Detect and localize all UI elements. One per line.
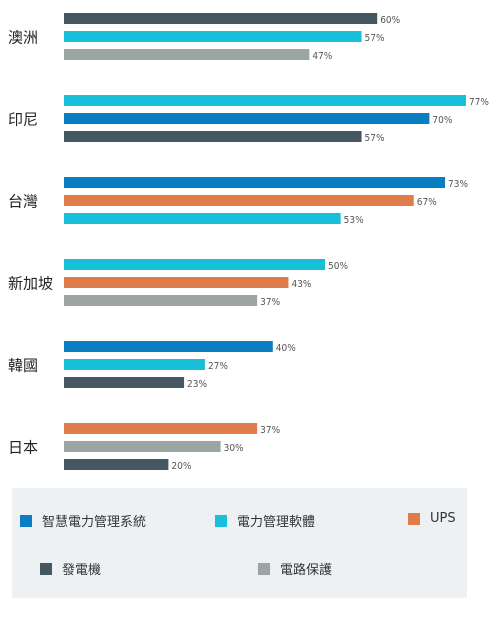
legend-swatch-smart-pms bbox=[20, 514, 32, 527]
bar bbox=[64, 213, 341, 224]
bar-value-label: 53% bbox=[344, 215, 364, 226]
bar bbox=[64, 377, 185, 388]
bar-value-label: 57% bbox=[365, 133, 385, 144]
bar bbox=[64, 113, 430, 124]
legend-label-pms-software: 電力管理軟體 bbox=[237, 515, 316, 530]
bar-value-label: 57% bbox=[365, 33, 385, 44]
bar bbox=[64, 259, 325, 270]
bar-value-label: 77% bbox=[469, 97, 489, 108]
bar bbox=[64, 31, 362, 42]
bar-value-label: 27% bbox=[208, 361, 228, 372]
bar bbox=[64, 423, 258, 434]
category-label: 韓國 bbox=[8, 357, 38, 375]
bar bbox=[64, 177, 446, 188]
bar bbox=[64, 95, 466, 106]
category-label: 新加坡 bbox=[8, 275, 53, 293]
legend-swatch-pms-software bbox=[215, 514, 227, 527]
legend-label-smart-pms: 智慧電力管理系統 bbox=[42, 515, 147, 530]
legend-item-smart-pms: 智慧電力管理系統 bbox=[20, 511, 146, 530]
bar bbox=[64, 13, 378, 24]
bar-value-label: 30% bbox=[224, 443, 244, 454]
legend-label-ups: UPS bbox=[430, 511, 456, 526]
legend-label-generator: 發電機 bbox=[62, 563, 102, 578]
category-label: 台灣 bbox=[8, 193, 38, 211]
bar-value-label: 37% bbox=[260, 425, 280, 436]
bar bbox=[64, 195, 414, 206]
legend-item-ups: UPS bbox=[408, 511, 456, 526]
bar-value-label: 20% bbox=[171, 461, 191, 472]
legend-swatch-ups bbox=[408, 512, 420, 525]
chart-legend: 智慧電力管理系統 電力管理軟體 UPS 發電機 電路保護 bbox=[12, 488, 467, 598]
bar-value-label: 50% bbox=[328, 261, 348, 272]
bar-value-label: 40% bbox=[276, 343, 296, 354]
category-label: 印尼 bbox=[8, 111, 38, 129]
bar bbox=[64, 295, 258, 306]
bar bbox=[64, 341, 273, 352]
bar-value-label: 70% bbox=[432, 115, 452, 126]
bar-value-label: 73% bbox=[448, 179, 468, 190]
bar-value-label: 47% bbox=[312, 51, 332, 62]
bar-value-label: 60% bbox=[380, 15, 400, 26]
legend-item-generator: 發電機 bbox=[40, 559, 101, 578]
legend-swatch-generator bbox=[40, 562, 52, 575]
category-label: 澳洲 bbox=[8, 29, 38, 47]
bar-value-label: 37% bbox=[260, 297, 280, 308]
bar bbox=[64, 359, 205, 370]
legend-label-circuit-protection: 電路保護 bbox=[280, 563, 333, 578]
category-label: 日本 bbox=[8, 439, 38, 457]
bar-value-label: 23% bbox=[187, 379, 207, 390]
legend-item-pms-software: 電力管理軟體 bbox=[215, 511, 315, 530]
bar bbox=[64, 441, 221, 452]
legend-item-circuit-protection: 電路保護 bbox=[258, 559, 332, 578]
bar bbox=[64, 49, 310, 60]
legend-swatch-circuit-protection bbox=[258, 562, 270, 575]
bar bbox=[64, 459, 169, 470]
bar bbox=[64, 277, 289, 288]
bar-value-label: 67% bbox=[417, 197, 437, 208]
bar-value-label: 43% bbox=[291, 279, 311, 290]
bar bbox=[64, 131, 362, 142]
bar-chart: 澳洲 60% 57% 47% 印尼 77% 70% 57% 台灣 73% 67% 53% 新加坡 50% 4… bbox=[8, 13, 489, 472]
